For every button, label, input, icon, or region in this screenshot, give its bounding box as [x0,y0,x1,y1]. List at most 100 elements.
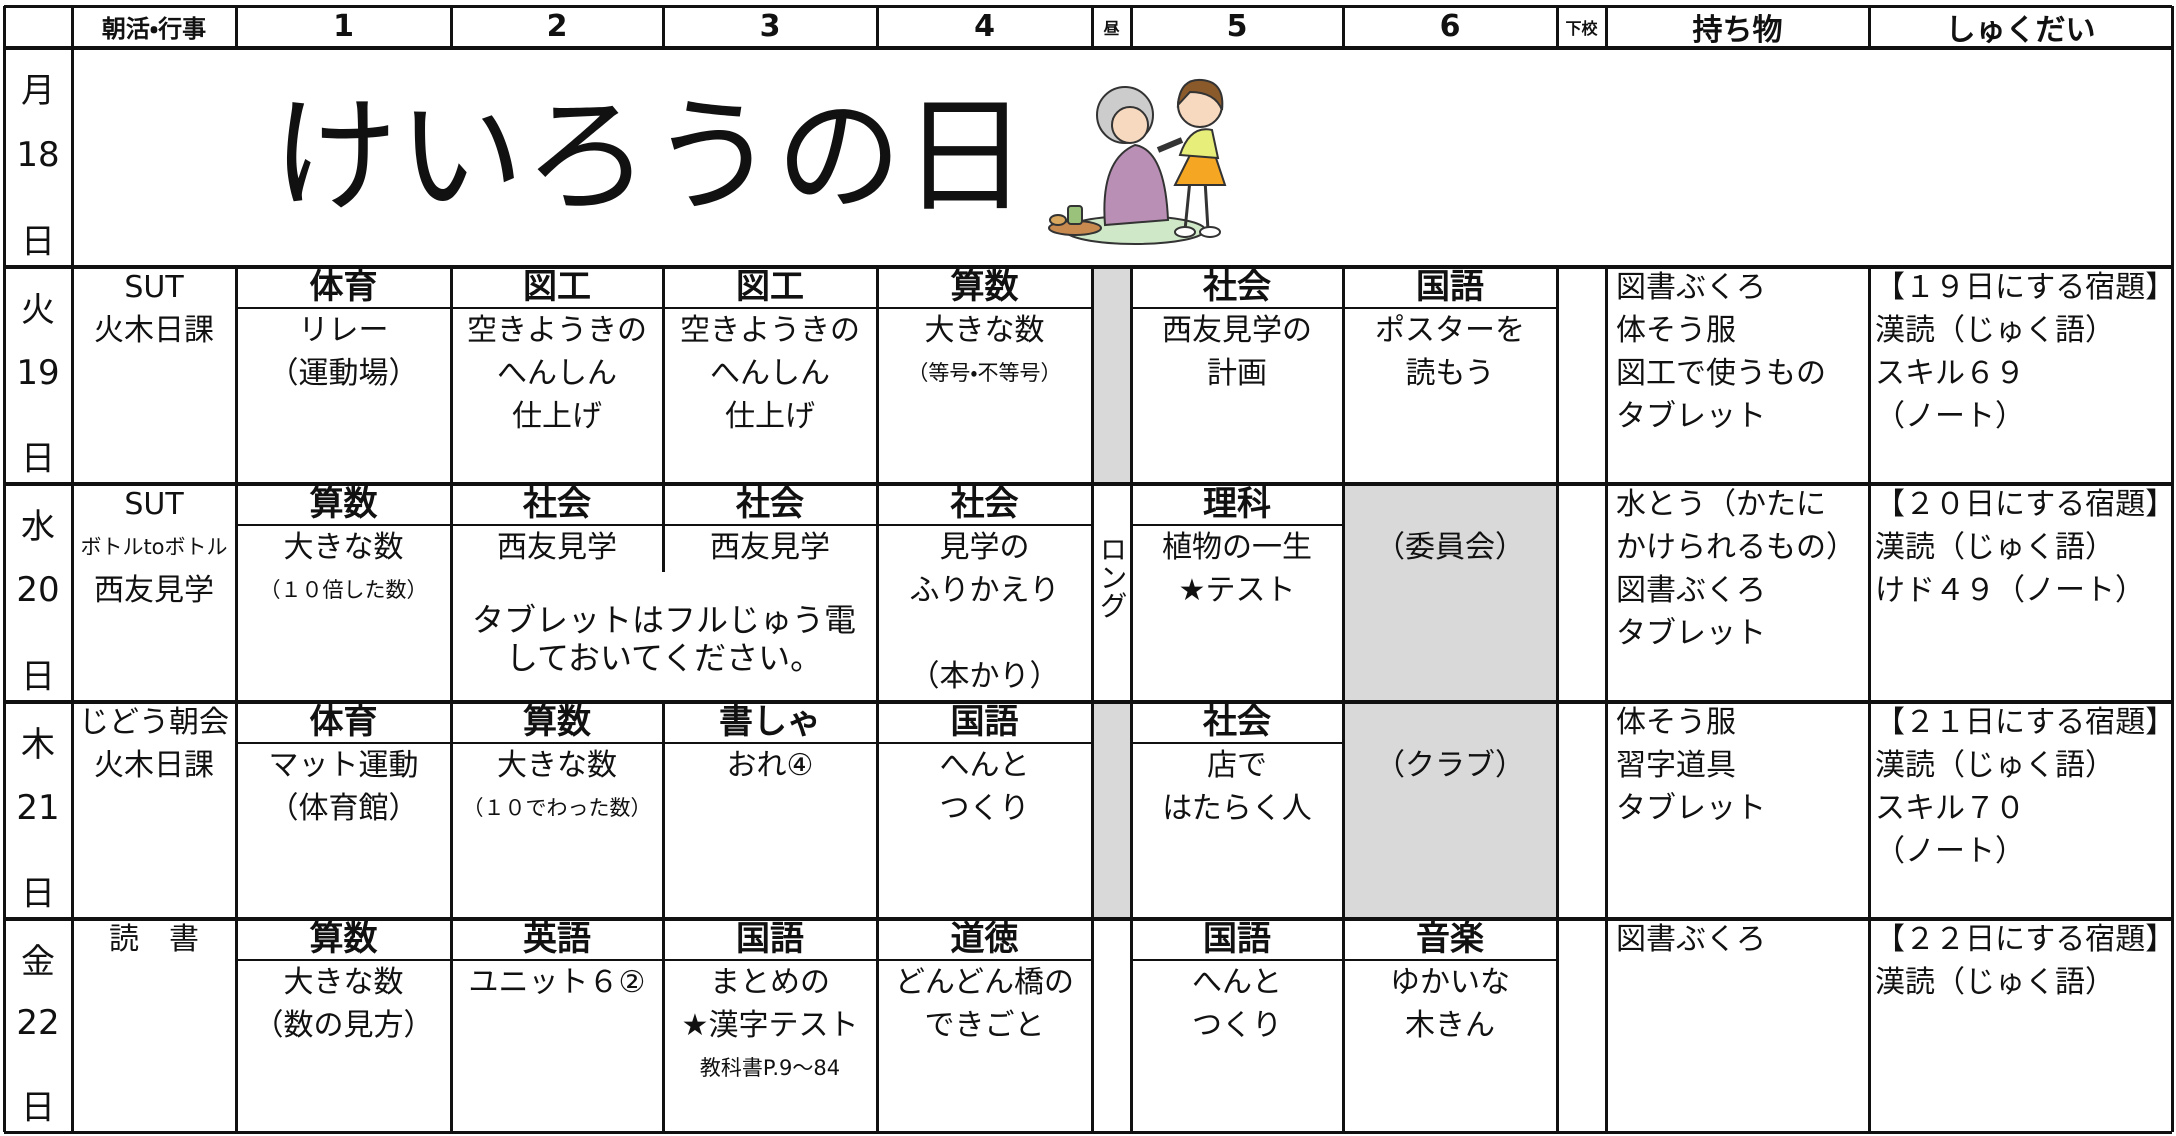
shaded-cell [1092,701,1131,918]
lesson-note: （１０倍した数） [259,578,428,602]
weekday: 木 [21,725,55,765]
date: 19 [16,352,60,393]
lesson-note: ポスターを [1375,313,1525,348]
column-line [1091,266,1094,483]
cell: 算数 大きな数 （１０でわった数） [451,701,663,918]
subject: 社会 [1131,266,1343,309]
cell: 図工 空きようきの へんしん 仕上げ [663,266,877,483]
cell: SUT ボトルtoボトル 西友見学 [72,483,236,701]
column-line [1605,701,1608,918]
column-line [1130,918,1133,1132]
lesson-note: へんしん [497,356,617,391]
column-line [662,701,665,918]
lesson-note: リレー [298,313,389,348]
column-line [2171,483,2174,701]
column-line [71,6,74,47]
morning-activity: 西友見学 [94,573,214,608]
column-line [71,918,74,1132]
column-line [662,918,665,1132]
column-line [1556,266,1559,483]
lesson-note: 木きん [1405,1008,1495,1043]
column-line [3,918,6,1132]
column-line [1342,701,1345,918]
day-unit: 日 [21,874,55,914]
subject [1343,701,1557,744]
lesson-note: （クラブ） [1375,748,1525,783]
column-header: 6 [1439,9,1461,44]
column-line [1342,483,1345,701]
day-unit: 日 [21,657,55,697]
row-line [4,700,2172,704]
date: 20 [16,570,60,610]
subject: 国語 [1343,266,1557,309]
column-line [1556,483,1559,701]
cell: ロング [1092,483,1131,701]
lesson-note: ふりかえり [909,573,1060,608]
belonging: 水とう（かたに [1616,487,1826,522]
lesson-note: 大きな数 [283,530,404,565]
column-line [450,918,453,1132]
homework-line: 【２０日にする宿題】 [1875,487,2172,522]
subject: 算数 [877,266,1092,309]
lesson-note: へんしん [710,356,830,391]
cell: （クラブ） [1343,701,1557,918]
morning-activity: SUT [124,487,184,522]
morning-activity: 火木日課 [94,313,214,348]
column-line [1868,266,1871,483]
column-line [1342,266,1345,483]
column-line [876,701,879,918]
cell: 社会 西友見学 [451,483,663,701]
column-header: 5 [1226,9,1248,44]
cell: 図書ぶくろ [1606,918,1869,1132]
belonging: 体そう服 [1616,313,1736,348]
column-line [1605,266,1608,483]
day-unit: 日 [21,439,55,479]
notice: タブレットはフルじゅう電 しておいてください。 [451,601,877,691]
subject: 図工 [451,266,663,309]
column-header: 下校 [1565,18,1598,38]
column-header: 持ち物 [1692,12,1783,48]
subject: 算数 [236,483,451,526]
column-line [235,918,238,1132]
lesson-note: 仕上げ [725,399,815,434]
column-header: 4 [974,9,995,44]
lesson-note: （１０でわった数） [462,796,652,820]
cell: 【２０日にする宿題】 漢読（じゅく語） けド４９（ノート） [1869,483,2172,701]
cell: 算数大きな数 （１０倍した数） [236,483,451,701]
column-line [1868,6,1871,47]
cell: 読 書 [72,918,236,1132]
cell: 道徳 どんどん橋の できごと [877,918,1092,1132]
column-line [1091,483,1094,701]
cell: 体そう服 習字道具 タブレット [1606,701,1869,918]
homework-line: 漢読（じゅく語） [1875,748,2115,783]
column-line [1605,483,1608,701]
column-line [662,483,665,572]
subject: 社会 [877,483,1092,526]
lesson-note: 空きようきの [467,313,647,348]
notice-line: タブレットはフルじゅう電 [471,601,856,639]
cell: 【１９日にする宿題】 漢読（じゅく語） スキル６９ （ノート） [1869,266,2172,483]
belonging: 図書ぶくろ [1616,922,1766,957]
lesson-note: （数の見方） [253,1008,434,1043]
subject: 算数 [236,918,451,961]
illustration [1048,78,1227,245]
cell: 社会 見学の ふりかえり （本かり） [877,483,1092,701]
cell: 音楽 ゆかいな 木きん [1343,918,1557,1132]
column-line [71,47,74,266]
subject: 算数 [451,701,663,744]
column-line [3,483,6,701]
lesson-note: 植物の一生 [1162,530,1312,565]
lesson-note: 大きな数 [924,313,1045,348]
subject [1343,483,1557,526]
belonging: 習字道具 [1616,748,1736,783]
column-line [450,701,453,918]
subject: 体育 [236,266,451,309]
column-line [1130,701,1133,918]
lesson-note: 西友見学の [1162,313,1312,348]
date: 22 [16,1003,60,1043]
weekday: 金 [21,942,55,982]
subject: 音楽 [1343,918,1557,961]
cell: 社会 店で はたらく人 [1131,701,1343,918]
lesson-note: 大きな数 [283,965,404,1000]
homework-line: スキル７０ [1875,791,2025,826]
